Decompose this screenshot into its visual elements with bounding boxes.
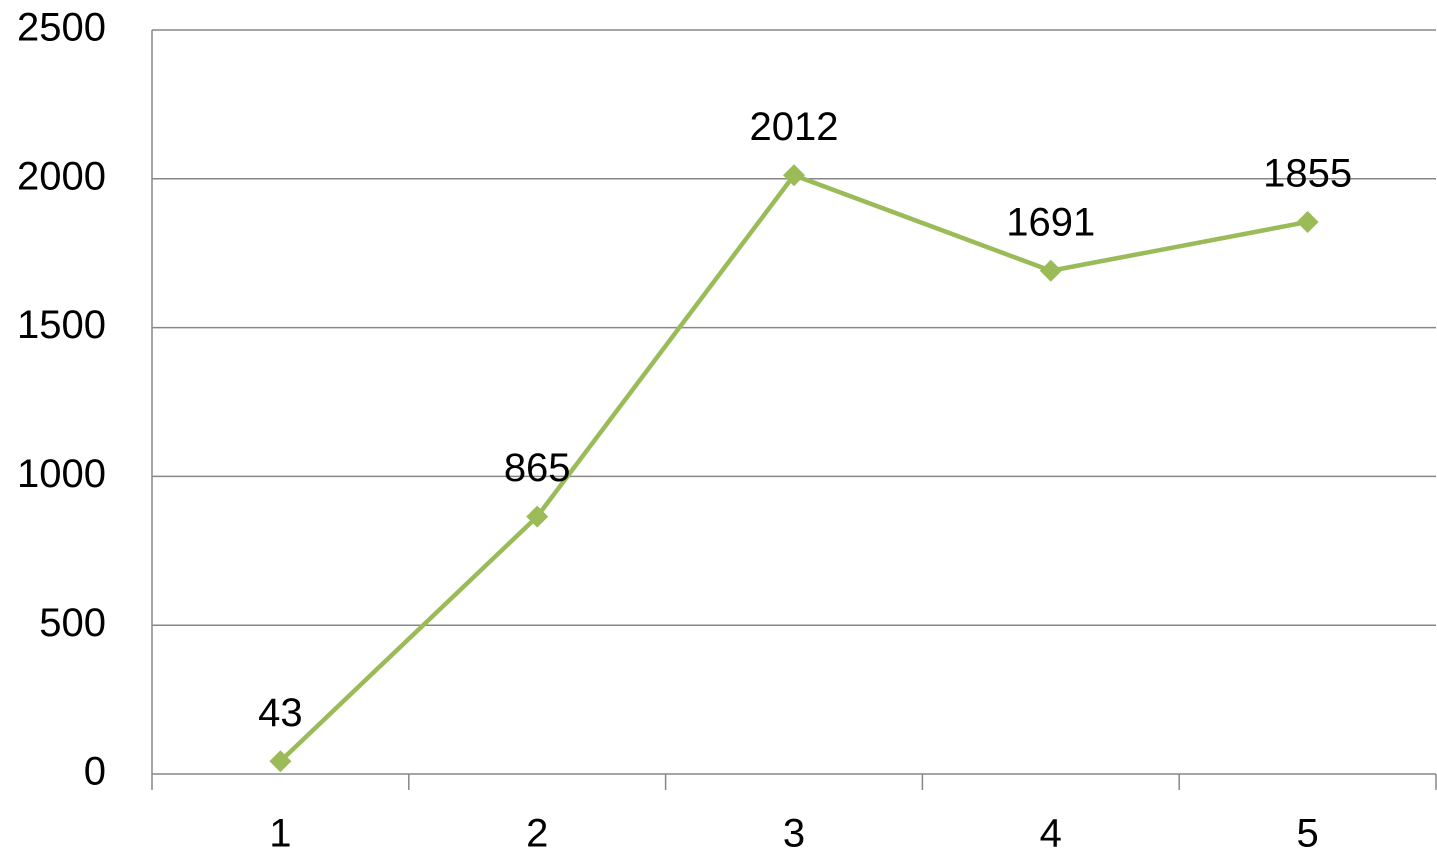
y-tick-label: 1000 (17, 452, 106, 496)
x-tick-label: 1 (269, 812, 291, 856)
marker (1296, 210, 1319, 233)
marker (526, 505, 549, 528)
marker (1039, 259, 1062, 282)
data-label: 865 (504, 446, 571, 490)
data-label: 43 (258, 691, 303, 735)
y-tick-label: 2000 (17, 154, 106, 198)
data-label: 2012 (750, 105, 839, 149)
line (278, 172, 1309, 763)
data-label: 1691 (1006, 200, 1095, 244)
marker (783, 164, 805, 187)
x-tick-label: 4 (1040, 812, 1062, 856)
marker (269, 750, 292, 773)
y-tick-label: 0 (84, 750, 106, 794)
data-label: 1855 (1263, 152, 1352, 196)
y-tick-label: 500 (39, 601, 106, 645)
y-tick-label: 1500 (17, 303, 106, 347)
y-tick-label: 2500 (17, 6, 106, 50)
x-tick-label: 3 (783, 812, 805, 856)
x-tick-label: 5 (1296, 812, 1318, 856)
x-tick-label: 2 (526, 812, 548, 856)
